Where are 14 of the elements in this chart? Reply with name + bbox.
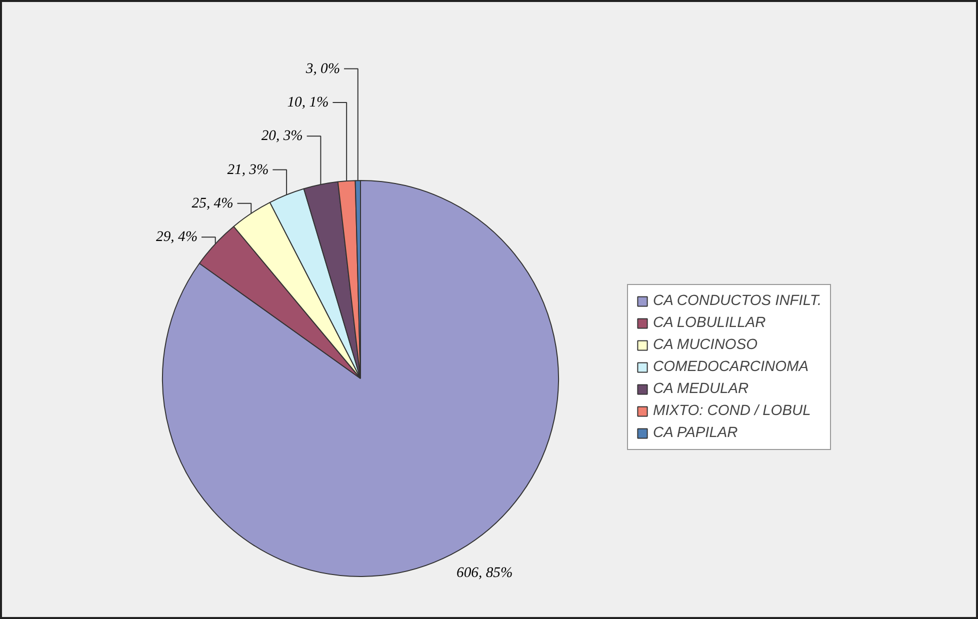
data-label: 20, 3% — [261, 128, 303, 144]
data-label: 29, 4% — [156, 229, 198, 246]
legend-label: CA MUCINOSO — [653, 337, 758, 353]
data-label: 10, 1% — [287, 94, 329, 110]
legend-label: CA PAPILAR — [653, 425, 738, 441]
legend-label: MIXTO: COND / LOBUL — [653, 403, 811, 419]
data-label: 21, 3% — [227, 162, 269, 178]
data-label: 606, 85% — [456, 565, 513, 582]
legend-label: COMEDOCARCINOMA — [653, 359, 809, 375]
legend-label: CA LOBULILLAR — [653, 315, 766, 331]
legend-label: CA MEDULAR — [653, 381, 749, 397]
data-label: 25, 4% — [192, 195, 234, 212]
legend-label: CA CONDUCTOS INFILT. — [653, 293, 822, 309]
data-label: 3, 0% — [304, 60, 340, 77]
